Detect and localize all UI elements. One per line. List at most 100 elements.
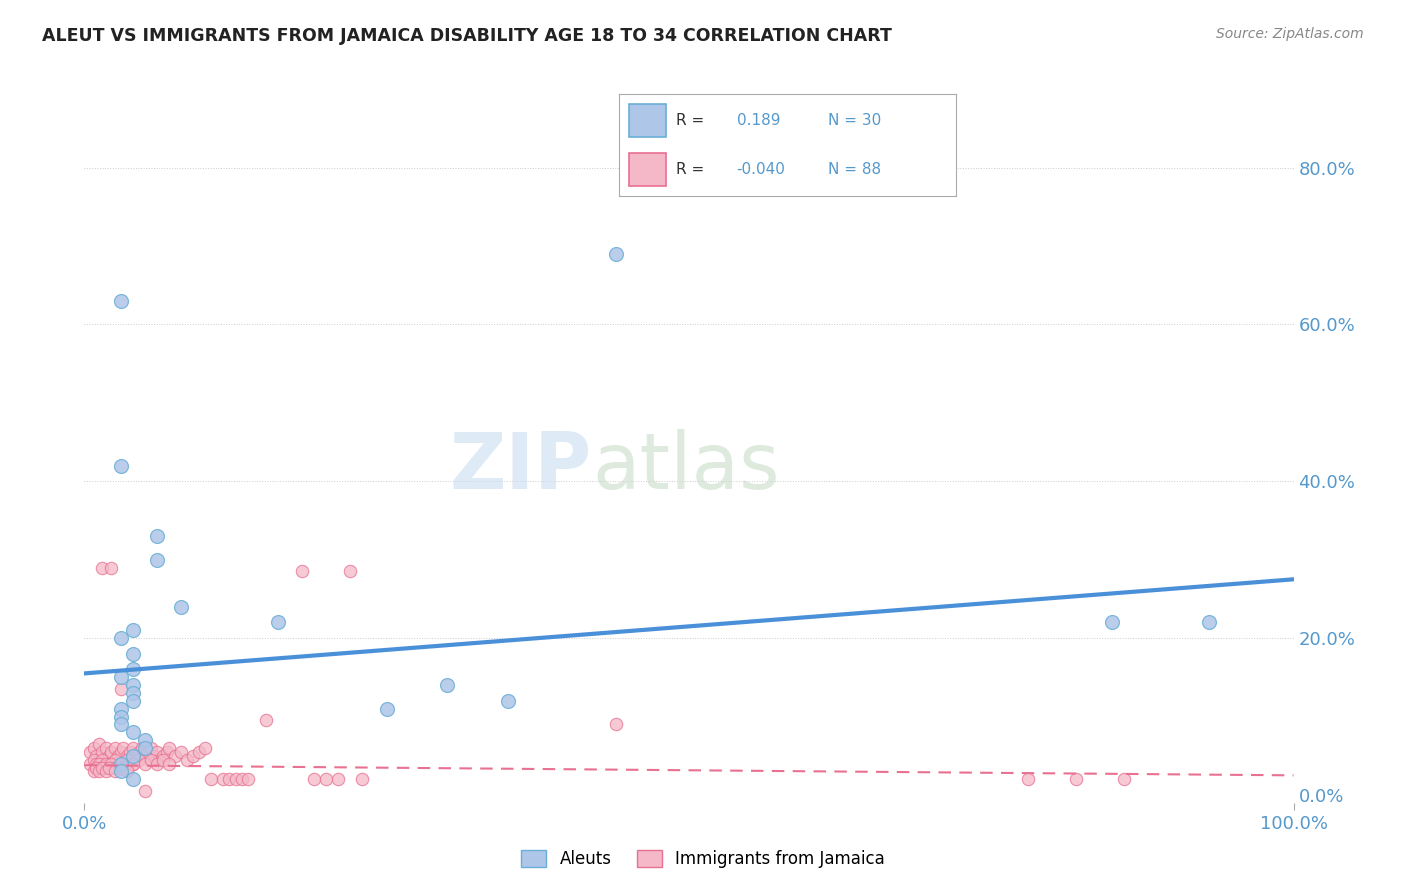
Point — [170, 745, 193, 759]
Point — [436, 678, 458, 692]
Text: atlas: atlas — [592, 429, 780, 506]
Point — [100, 756, 122, 771]
Text: N = 88: N = 88 — [828, 162, 882, 178]
Point — [146, 552, 169, 566]
Point — [83, 753, 105, 767]
Point — [110, 756, 132, 771]
Point — [231, 772, 253, 787]
Point — [112, 740, 135, 755]
Text: -0.040: -0.040 — [737, 162, 786, 178]
Point — [110, 670, 132, 684]
Point — [212, 772, 235, 787]
Point — [91, 745, 114, 759]
Point — [496, 694, 519, 708]
Point — [110, 745, 132, 759]
Point — [91, 760, 114, 774]
Point — [79, 745, 101, 759]
Point — [91, 760, 114, 774]
Point — [100, 560, 122, 574]
Point — [1101, 615, 1123, 630]
Point — [100, 745, 122, 759]
Point — [254, 714, 277, 728]
Point — [157, 740, 180, 755]
Point — [97, 760, 120, 774]
Point — [110, 702, 132, 716]
Point — [121, 624, 143, 638]
Point — [86, 760, 108, 774]
Point — [315, 772, 337, 787]
Point — [110, 717, 132, 731]
Point — [83, 764, 105, 779]
Point — [87, 764, 110, 779]
Point — [87, 756, 110, 771]
Point — [110, 458, 132, 473]
Point — [1198, 615, 1220, 630]
Point — [86, 760, 108, 774]
Point — [352, 772, 374, 787]
Point — [375, 702, 398, 716]
Point — [267, 615, 290, 630]
Point — [131, 740, 153, 755]
Point — [124, 748, 146, 763]
Point — [121, 678, 143, 692]
Point — [83, 740, 105, 755]
Point — [152, 753, 174, 767]
Point — [115, 760, 138, 774]
Point — [157, 756, 180, 771]
Point — [121, 686, 143, 700]
Point — [134, 748, 156, 763]
Point — [97, 756, 120, 771]
Point — [91, 753, 114, 767]
Point — [110, 293, 132, 308]
Point — [121, 756, 143, 771]
Text: Source: ZipAtlas.com: Source: ZipAtlas.com — [1216, 27, 1364, 41]
Point — [110, 756, 132, 771]
Point — [115, 753, 138, 767]
Point — [87, 737, 110, 751]
Point — [148, 753, 170, 767]
Point — [1064, 772, 1087, 787]
Point — [328, 772, 350, 787]
Point — [121, 694, 143, 708]
Point — [194, 740, 217, 755]
Point — [104, 740, 127, 755]
Point — [97, 748, 120, 763]
Point — [94, 740, 117, 755]
Point — [302, 772, 325, 787]
Point — [143, 748, 166, 763]
Point — [104, 764, 127, 779]
Point — [1114, 772, 1136, 787]
Point — [97, 760, 120, 774]
Point — [115, 764, 138, 779]
Legend: Aleuts, Immigrants from Jamaica: Aleuts, Immigrants from Jamaica — [515, 843, 891, 875]
Point — [339, 565, 361, 579]
Point — [218, 772, 240, 787]
Point — [104, 760, 127, 774]
Point — [79, 756, 101, 771]
Point — [155, 745, 177, 759]
Point — [110, 760, 132, 774]
Point — [146, 745, 169, 759]
Text: ZIP: ZIP — [450, 429, 592, 506]
Point — [91, 560, 114, 574]
Point — [121, 756, 143, 771]
FancyBboxPatch shape — [628, 153, 666, 186]
Point — [146, 529, 169, 543]
Point — [291, 565, 314, 579]
Point — [115, 748, 138, 763]
Point — [121, 740, 143, 755]
Point — [110, 764, 132, 779]
Point — [188, 745, 211, 759]
Point — [165, 748, 187, 763]
Point — [128, 753, 150, 767]
Text: R =: R = — [676, 162, 704, 178]
Point — [176, 753, 198, 767]
Point — [134, 733, 156, 747]
Point — [136, 745, 159, 759]
Point — [120, 745, 142, 759]
FancyBboxPatch shape — [628, 104, 666, 136]
Point — [94, 756, 117, 771]
Point — [236, 772, 259, 787]
Point — [134, 784, 156, 798]
Text: ALEUT VS IMMIGRANTS FROM JAMAICA DISABILITY AGE 18 TO 34 CORRELATION CHART: ALEUT VS IMMIGRANTS FROM JAMAICA DISABIL… — [42, 27, 891, 45]
